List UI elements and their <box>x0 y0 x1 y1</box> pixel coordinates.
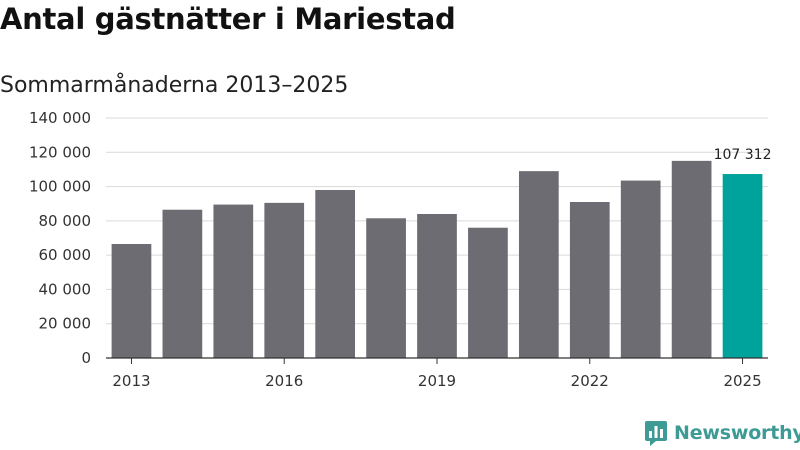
bar-2016 <box>264 202 305 358</box>
bar-2021 <box>518 171 559 358</box>
bar-2013 <box>111 244 152 358</box>
y-tick-label: 60 000 <box>39 246 92 264</box>
bar-2017 <box>315 190 356 358</box>
x-tick-label: 2013 <box>112 372 150 390</box>
bar-2018 <box>366 218 406 358</box>
x-tick-label: 2019 <box>418 372 456 390</box>
y-tick-label: 40 000 <box>39 280 92 298</box>
newsworthy-logo-icon <box>645 421 667 446</box>
y-tick-label: 100 000 <box>29 178 91 196</box>
chart-subtitle: Sommarmånaderna 2013–2025 <box>0 73 349 98</box>
y-tick-label: 120 000 <box>29 143 91 161</box>
bar-2014 <box>162 209 203 358</box>
y-axis-ticks: 0 20 000 40 000 60 000 80 000 100 000 120 000 1… <box>29 109 91 367</box>
bar-2015 <box>213 204 254 358</box>
x-tick-label: 2025 <box>723 372 761 390</box>
bar-2020 <box>468 227 508 358</box>
data-label: 107 312 <box>714 147 772 163</box>
y-tick-label: 140 000 <box>29 109 91 127</box>
data-labels: 107 312 <box>714 147 772 163</box>
bars <box>111 160 763 358</box>
bar-2025 <box>722 174 763 358</box>
y-tick-label: 20 000 <box>39 315 92 333</box>
y-tick-label: 80 000 <box>39 212 92 230</box>
bar-2022 <box>569 202 610 358</box>
bar-2024 <box>671 160 712 358</box>
x-tick-label: 2022 <box>571 372 609 390</box>
bar-2023 <box>620 180 661 358</box>
x-tick-label: 2016 <box>265 372 303 390</box>
chart-title: Antal gästnätter i Mariestad <box>0 2 456 36</box>
bar-2019 <box>417 214 457 358</box>
brand-logo: Newsworthy <box>644 419 800 447</box>
y-tick-label: 0 <box>81 349 91 367</box>
x-axis-ticks: 2013 2016 2019 2022 2025 <box>112 358 762 390</box>
brand-name: Newsworthy <box>674 422 800 444</box>
